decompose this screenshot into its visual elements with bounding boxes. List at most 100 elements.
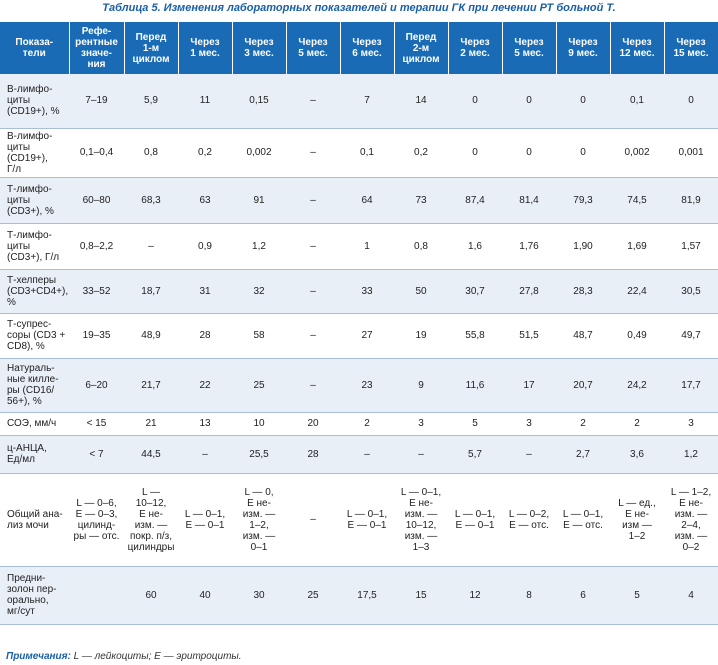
table-cell: 5 <box>448 412 502 436</box>
table-cell: 17,7 <box>664 358 718 413</box>
row-label: СОЭ, мм/ч <box>0 412 69 436</box>
table-row: Т-лимфо- циты (CD3+), Г/л 0,8–2,2–0,9 1,2–… <box>0 223 718 270</box>
row-label: Т-супрес- соры (CD3 + CD8), % <box>0 313 69 359</box>
table-cell: 21 <box>124 412 178 436</box>
table-cell: 30,5 <box>664 269 718 314</box>
table-cell: 28 <box>178 313 232 359</box>
table-cell: 60–80 <box>69 177 124 224</box>
table-cell: 27 <box>340 313 394 359</box>
table-cell: – <box>286 358 340 413</box>
table-cell: 51,5 <box>502 313 556 359</box>
row-label: Т-лимфо- циты (CD3+), Г/л <box>0 223 69 270</box>
table-cell: L — 0–1, E — отс. <box>556 473 610 567</box>
table-cell: 3,6 <box>610 435 664 474</box>
table-cell: 24,2 <box>610 358 664 413</box>
table-cell: L — 1–2, E не- изм. — 2–4, изм. — 0–2 <box>664 473 718 567</box>
table-cell: – <box>178 435 232 474</box>
table-cell: 31 <box>178 269 232 314</box>
column-header: Рефе- рентные значе- ния <box>69 22 125 74</box>
table-cell: 0,8–2,2 <box>69 223 124 270</box>
table-row: ц-АНЦА, Ед/мл < 7 44,5–25,5 28– –5,7–2,7 3,6 1… <box>0 435 718 474</box>
column-header: Через 15 мес. <box>664 22 718 74</box>
table-cell: 25,5 <box>232 435 286 474</box>
column-header: Через 5 мес. <box>286 22 341 74</box>
table-row: В-лимфо- циты (CD19+), Г/л 0,1–0,4 0,8 0,2 0… <box>0 128 718 178</box>
table-cell: 0,1–0,4 <box>69 128 124 178</box>
table-row: СОЭ, мм/ч < 15 21 13 10 20 2 3 5 3 2 2 3 <box>0 412 718 436</box>
column-header: Через 1 мес. <box>178 22 233 74</box>
row-label: Т-лимфо- циты (CD3+), % <box>0 177 69 224</box>
table-cell: L — 0–1, E — 0–1 <box>448 473 502 567</box>
table-cell: 17 <box>502 358 556 413</box>
table-cell: 49,7 <box>664 313 718 359</box>
table-row: Общий ана- лиз мочи L — 0–6, E — 0–3, цил… <box>0 473 718 567</box>
table-cell: 50 <box>394 269 448 314</box>
table-cell: 64 <box>340 177 394 224</box>
table-cell: 21,7 <box>124 358 178 413</box>
table-cell: 0,8 <box>394 223 448 270</box>
table-cell: L — ед., E не- изм — 1–2 <box>610 473 664 567</box>
table-cell: L — 0–2, E — отс. <box>502 473 556 567</box>
table-row: В-лимфо- циты (CD19+), % 7–19 5,9 11 0,15–7 1… <box>0 74 718 129</box>
table-cell: 1,2 <box>664 435 718 474</box>
table-cell: – <box>286 473 340 567</box>
table-cell: 1,6 <box>448 223 502 270</box>
table-cell: 12 <box>448 566 502 625</box>
table-cell: – <box>502 435 556 474</box>
column-header: Показа- тели <box>0 22 70 74</box>
table-cell: 22 <box>178 358 232 413</box>
table-cell: 0,15 <box>232 74 286 129</box>
table-cell: 0 <box>556 74 610 129</box>
table-cell: 3 <box>664 412 718 436</box>
table-cell: 0 <box>448 74 502 129</box>
table-cell: 6–20 <box>69 358 124 413</box>
table-row: Предни- золон пер- орально, мг/сут 60 40 30… <box>0 566 718 625</box>
table-cell: 14 <box>394 74 448 129</box>
table-cell: 20,7 <box>556 358 610 413</box>
table-cell: – <box>286 223 340 270</box>
table-cell: 25 <box>286 566 340 625</box>
table-cell: 20 <box>286 412 340 436</box>
note-label: Примечания: <box>6 651 71 662</box>
table-cell: L — 0–6, E — 0–3, цилинд- ры — отс. <box>69 473 124 567</box>
row-label: В-лимфо- циты (CD19+), % <box>0 74 69 129</box>
table-cell: < 15 <box>69 412 124 436</box>
table-cell: 0 <box>664 74 718 129</box>
table-cell: 81,4 <box>502 177 556 224</box>
table-cell: 73 <box>394 177 448 224</box>
table-cell: L — 0–1, E не- изм. — 10–12, изм. — 1–3 <box>394 473 448 567</box>
table-cell: 40 <box>178 566 232 625</box>
table-cell: 1,69 <box>610 223 664 270</box>
table-cell: 68,3 <box>124 177 178 224</box>
table-cell: 4 <box>664 566 718 625</box>
note-text: L — лейкоциты; E — эритроциты. <box>70 651 242 662</box>
table-cell: 27,8 <box>502 269 556 314</box>
table-cell: 0 <box>502 74 556 129</box>
table-cell: 74,5 <box>610 177 664 224</box>
table-cell: L — 0–1, E — 0–1 <box>178 473 232 567</box>
table-cell: 60 <box>124 566 178 625</box>
table-cell: 5 <box>610 566 664 625</box>
table-cell: 0,1 <box>610 74 664 129</box>
table-cell: 0,001 <box>664 128 718 178</box>
table-cell: 33 <box>340 269 394 314</box>
table-cell: 28,3 <box>556 269 610 314</box>
table-cell: 0,002 <box>610 128 664 178</box>
table-cell: 28 <box>286 435 340 474</box>
table-cell: 44,5 <box>124 435 178 474</box>
table-cell: 7 <box>340 74 394 129</box>
table-cell: – <box>286 269 340 314</box>
table-header-row: Показа- тели Рефе- рентные значе- ния Пере… <box>0 22 718 74</box>
row-label: Т-хелперы (CD3+CD4+), % <box>0 269 69 314</box>
table-cell: 48,9 <box>124 313 178 359</box>
table-row: Т-супрес- соры (CD3 + CD8), % 19–35 48,9 28… <box>0 313 718 359</box>
table-cell: 0,9 <box>178 223 232 270</box>
table-cell: 0,2 <box>394 128 448 178</box>
table-cell: L — 0–1, E — 0–1 <box>340 473 394 567</box>
table-cell: 30 <box>232 566 286 625</box>
table-cell: 1,76 <box>502 223 556 270</box>
table-cell: 3 <box>502 412 556 436</box>
table-cell: 19–35 <box>69 313 124 359</box>
row-label: ц-АНЦА, Ед/мл <box>0 435 69 474</box>
table-cell: – <box>286 74 340 129</box>
